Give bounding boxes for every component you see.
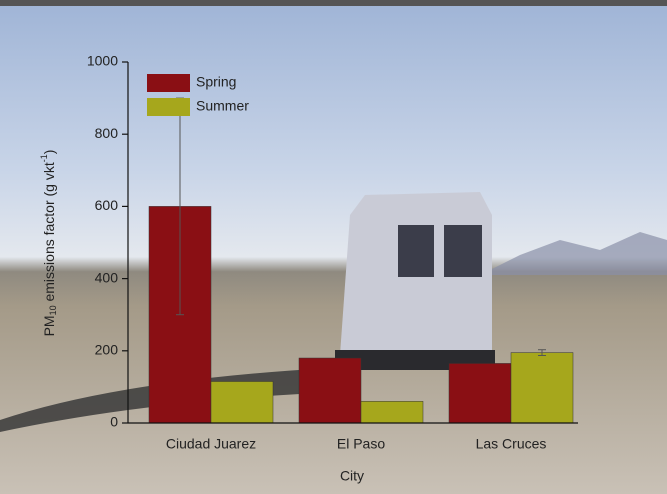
legend-label: Spring [196, 74, 236, 90]
legend-swatch [147, 98, 190, 116]
y-label-sub: 10 [48, 305, 58, 315]
bar [361, 401, 423, 423]
bar [299, 358, 361, 423]
y-tick-label: 800 [95, 125, 119, 141]
van [335, 192, 495, 370]
y-tick-label: 1000 [87, 53, 118, 69]
y-tick-label: 0 [110, 414, 118, 430]
bar [449, 363, 511, 423]
y-tick-label: 400 [95, 269, 119, 285]
y-label-end: ) [41, 150, 57, 155]
y-label-rest: emissions factor (g vkt [41, 162, 57, 305]
y-label-sup: -1 [39, 154, 49, 162]
legend-swatch [147, 74, 190, 92]
bar [211, 381, 273, 423]
x-axis-label: City [340, 468, 364, 484]
y-tick-label: 600 [95, 197, 119, 213]
y-label-main: PM [41, 315, 57, 336]
x-tick-label: Ciudad Juarez [166, 436, 256, 452]
bar [511, 353, 573, 423]
legend-label: Summer [196, 98, 249, 114]
chart: 0 200 400 600 800 1000 Ciudad Juarez El Paso Las… [0, 0, 667, 494]
x-tick-label: El Paso [337, 436, 385, 452]
top-bar [0, 0, 667, 6]
y-tick-label: 200 [95, 342, 119, 358]
x-tick-label: Las Cruces [476, 436, 547, 452]
